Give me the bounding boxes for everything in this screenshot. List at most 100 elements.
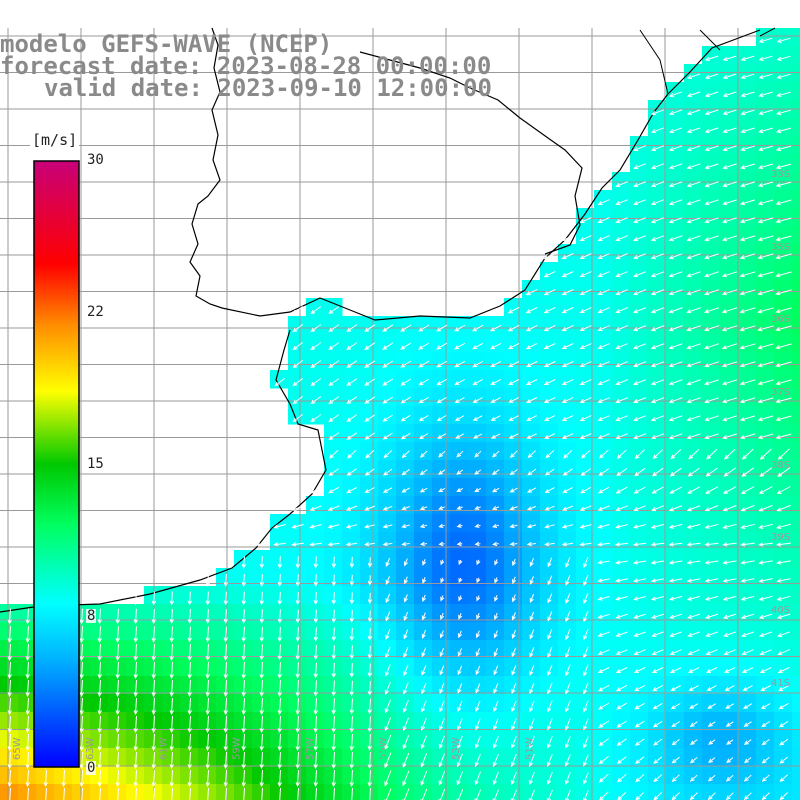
wind-arrow xyxy=(633,253,647,260)
field-cell xyxy=(558,784,577,800)
field-cell xyxy=(720,424,739,443)
field-cell xyxy=(486,586,505,605)
wind-arrow xyxy=(704,163,719,170)
field-cell xyxy=(342,496,361,515)
wind-arrow xyxy=(597,235,610,241)
wind-arrow xyxy=(439,647,445,657)
field-cell xyxy=(450,478,469,497)
field-cell xyxy=(756,370,775,389)
wind-arrow xyxy=(331,627,337,642)
field-cell xyxy=(108,622,127,641)
wind-arrow xyxy=(259,556,265,569)
wind-arrow xyxy=(328,396,340,405)
field-cell xyxy=(756,64,775,83)
field-cell xyxy=(576,568,595,587)
wind-arrow xyxy=(547,664,553,677)
wind-arrow xyxy=(151,715,156,734)
field-cell xyxy=(396,532,415,551)
wind-arrow xyxy=(223,661,228,680)
wind-arrow xyxy=(474,753,481,768)
field-cell xyxy=(720,712,739,731)
wind-arrow xyxy=(279,787,281,800)
field-cell xyxy=(792,640,800,659)
field-cell xyxy=(702,784,721,800)
wind-arrow xyxy=(561,307,574,314)
wind-arrow xyxy=(547,593,553,604)
field-cell xyxy=(648,712,667,731)
field-cell xyxy=(360,442,379,461)
field-cell xyxy=(666,244,685,263)
wind-arrow xyxy=(456,753,463,768)
wind-arrow xyxy=(492,771,499,786)
field-cell xyxy=(594,280,613,299)
field-cell xyxy=(378,658,397,677)
wind-arrow xyxy=(241,574,247,587)
title-forecast-date: forecast date: 2023-08-28 00:00:00 xyxy=(0,52,492,80)
field-cell xyxy=(396,316,415,335)
wind-arrow xyxy=(187,643,192,662)
field-cell xyxy=(540,316,559,335)
wind-arrow xyxy=(400,396,411,404)
wind-arrow xyxy=(79,715,84,734)
field-cell xyxy=(522,604,541,623)
field-cell xyxy=(198,676,217,695)
field-cell xyxy=(144,676,163,695)
field-cell xyxy=(18,784,37,800)
field-cell xyxy=(756,280,775,299)
wind-arrow xyxy=(546,771,553,785)
field-cell xyxy=(216,712,235,731)
wind-arrow xyxy=(457,665,463,676)
wind-arrow xyxy=(205,661,210,680)
wind-arrow xyxy=(617,773,627,783)
wind-arrow xyxy=(384,699,391,714)
wind-arrow xyxy=(760,685,771,692)
field-cell xyxy=(216,676,235,695)
wind-arrow xyxy=(651,467,664,477)
field-cell xyxy=(774,28,793,47)
wind-arrow xyxy=(328,432,339,441)
wind-arrow xyxy=(757,271,774,278)
field-cell xyxy=(594,370,613,389)
wind-arrow xyxy=(349,627,355,642)
field-cell xyxy=(756,424,775,443)
wind-arrow xyxy=(529,629,535,640)
field-cell xyxy=(180,694,199,713)
wind-arrow xyxy=(739,307,756,314)
wind-arrow xyxy=(277,644,282,661)
field-cell xyxy=(162,676,181,695)
wind-arrow xyxy=(598,468,609,477)
field-cell xyxy=(540,712,559,731)
wind-arrow xyxy=(169,697,174,716)
field-cell xyxy=(450,748,469,767)
field-cell xyxy=(792,604,800,623)
field-cell xyxy=(774,550,793,569)
wind-arrow xyxy=(583,682,589,695)
wind-arrow xyxy=(757,181,774,188)
wind-arrow xyxy=(686,109,701,116)
field-cell xyxy=(702,64,721,83)
field-cell xyxy=(414,640,433,659)
wind-arrow xyxy=(457,700,463,713)
field-cell xyxy=(432,514,451,533)
wind-arrow xyxy=(776,595,791,601)
field-cell xyxy=(414,496,433,515)
wind-arrow xyxy=(115,733,120,752)
wind-arrow xyxy=(599,791,609,800)
field-cell xyxy=(90,694,109,713)
wind-arrow xyxy=(686,199,701,206)
wind-arrow xyxy=(704,595,719,601)
field-cell xyxy=(792,118,800,137)
wind-arrow xyxy=(223,591,229,606)
field-cell xyxy=(684,316,703,335)
wind-arrow xyxy=(418,342,430,350)
field-cell xyxy=(216,730,235,749)
field-cell xyxy=(342,766,361,785)
wind-arrow xyxy=(205,733,210,752)
wind-arrow xyxy=(686,325,701,332)
wind-arrow xyxy=(511,718,517,731)
field-cell xyxy=(540,586,559,605)
field-cell xyxy=(414,766,433,785)
field-cell xyxy=(504,460,523,479)
wind-arrow xyxy=(225,787,227,800)
field-cell xyxy=(576,784,595,800)
